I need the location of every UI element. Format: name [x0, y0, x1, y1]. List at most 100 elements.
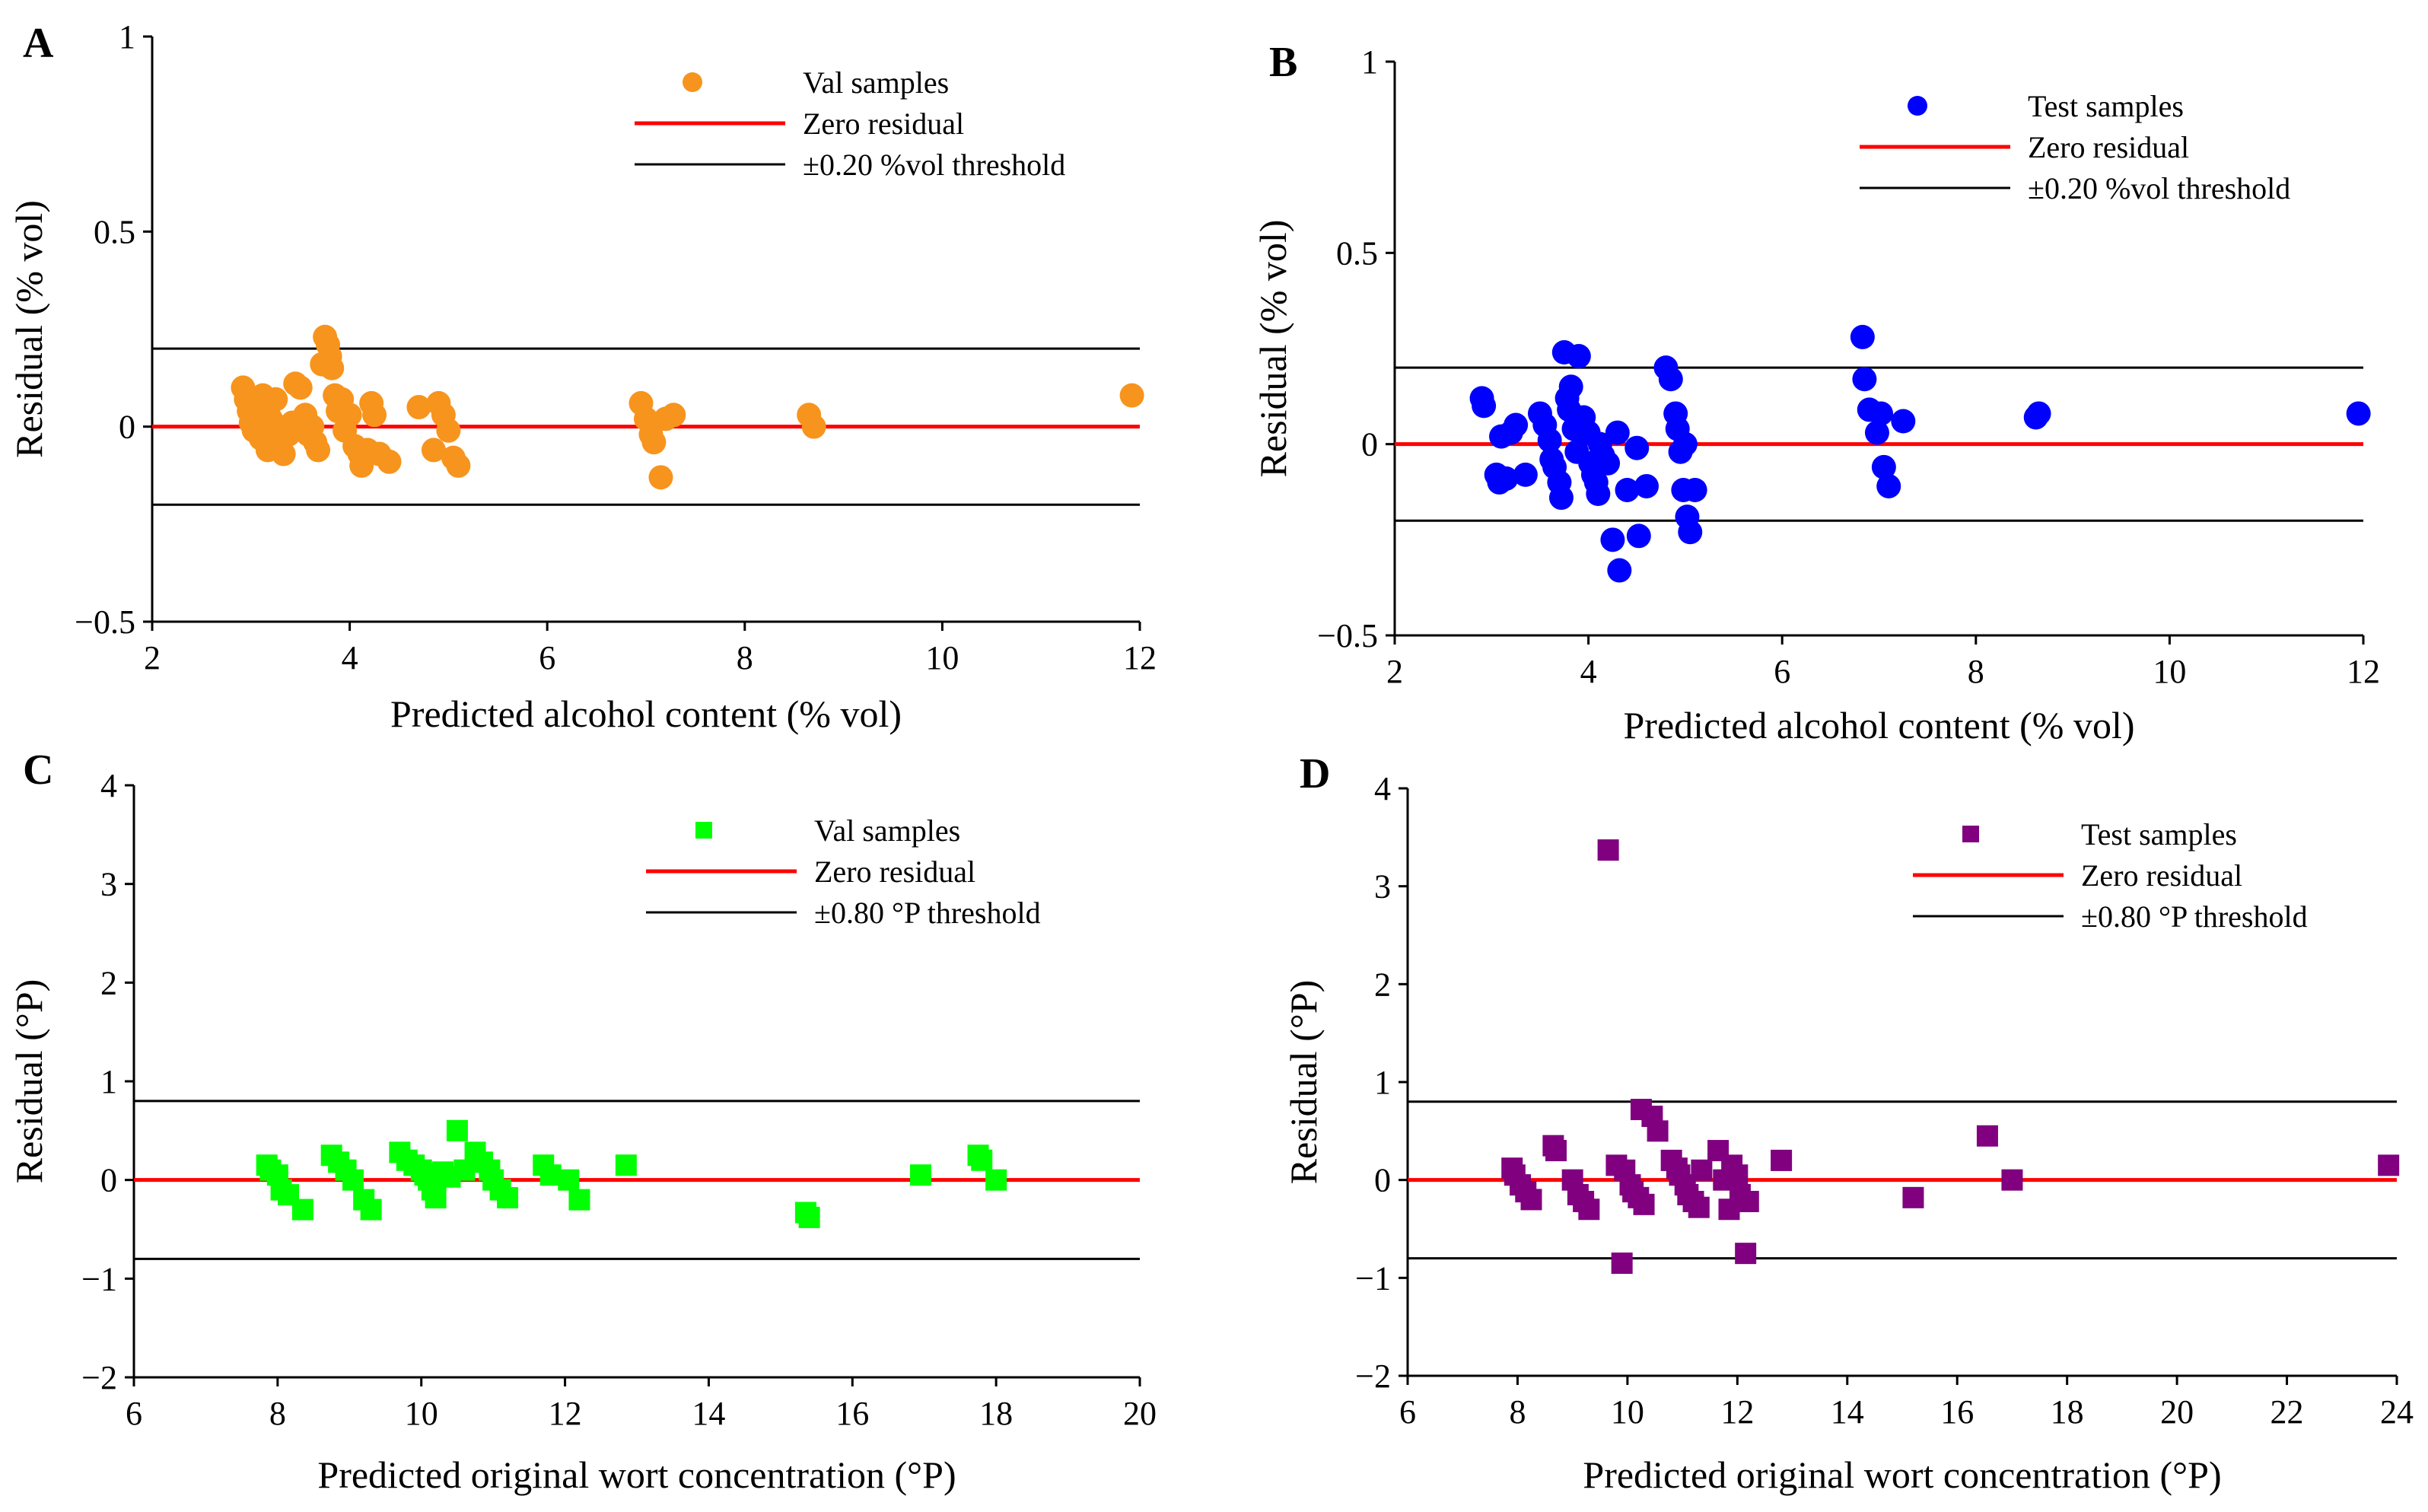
- data-point: [1634, 473, 1659, 498]
- data-point: [1737, 1190, 1759, 1212]
- data-point: [641, 430, 667, 455]
- data-point: [1513, 462, 1538, 487]
- data-point: [1633, 1193, 1655, 1215]
- legend-threshold-label: ±0.80 °P threshold: [814, 896, 1041, 930]
- x-tick-label: 8: [1509, 1393, 1526, 1431]
- data-point: [1578, 1198, 1600, 1221]
- panel-a: A 2 4 6 8 10 12 −0.5 0 0.5 1 Predicted alcohol cont…: [8, 18, 1157, 735]
- data-point: [263, 387, 288, 412]
- y-tick-label: −1: [1355, 1259, 1391, 1297]
- y-tick-label: 4: [100, 767, 117, 804]
- x-tick-label: 6: [539, 639, 555, 676]
- data-point: [1672, 431, 1698, 457]
- data-point: [1615, 477, 1640, 502]
- legend-zero-label: Zero residual: [2081, 858, 2242, 893]
- x-tick-label: 12: [1123, 639, 1157, 676]
- x-tick-label: 12: [549, 1395, 582, 1432]
- data-point: [1891, 409, 1916, 434]
- data-point: [1625, 435, 1650, 460]
- x-tick-label: 20: [2160, 1393, 2194, 1431]
- legend-series-label: Val samples: [803, 65, 949, 100]
- x-tick-label: 24: [2380, 1393, 2414, 1431]
- data-point: [1771, 1149, 1793, 1171]
- data-point: [1548, 485, 1574, 511]
- y-axis-title: Residual (°P): [1282, 980, 1325, 1185]
- data-point: [1735, 1243, 1757, 1265]
- data-point: [1864, 420, 1889, 445]
- data-point: [1869, 401, 1894, 426]
- x-tick-label: 12: [1720, 1393, 1754, 1431]
- legend-zero-label: Zero residual: [2028, 130, 2189, 164]
- data-point: [446, 1119, 468, 1141]
- legend: Test samples Zero residual ±0.20 %vol thre…: [1860, 89, 2290, 205]
- y-tick-label: −1: [81, 1260, 117, 1297]
- x-tick-label: 14: [692, 1395, 725, 1432]
- legend-marker: [1962, 826, 1979, 842]
- data-point: [1850, 324, 1875, 349]
- x-tick-label: 10: [1611, 1393, 1644, 1431]
- y-axis-title: Residual (% vol): [8, 200, 50, 458]
- data-point: [1726, 1164, 1749, 1186]
- data-point: [362, 403, 387, 428]
- data-point: [1688, 1196, 1710, 1218]
- x-tick-label: 20: [1123, 1395, 1157, 1432]
- data-point: [406, 395, 431, 420]
- data-point: [1678, 520, 1703, 545]
- data-point: [1537, 428, 1562, 453]
- data-point: [1472, 393, 1497, 419]
- y-axis-title: Residual (% vol): [1252, 220, 1294, 478]
- x-tick-label: 10: [2153, 653, 2186, 690]
- data-point: [2026, 401, 2051, 426]
- y-axis-title: Residual (°P): [8, 979, 50, 1184]
- panel-letter: D: [1300, 750, 1330, 797]
- y-tick-label: 0.5: [1336, 234, 1378, 272]
- data-point: [1658, 367, 1683, 392]
- legend-marker: [683, 72, 702, 92]
- x-tick-label: 18: [2051, 1393, 2084, 1431]
- data-point: [1902, 1186, 1924, 1208]
- x-tick-label: 14: [1831, 1393, 1864, 1431]
- data-point: [558, 1169, 580, 1191]
- data-point: [1611, 1253, 1633, 1275]
- data-point: [1871, 454, 1896, 479]
- y-tick-label: 3: [100, 866, 117, 903]
- data-point: [1545, 1140, 1567, 1162]
- y-tick-label: 0: [1361, 426, 1378, 463]
- legend-zero-label: Zero residual: [803, 107, 964, 141]
- y-tick-label: 1: [100, 1063, 117, 1100]
- x-axis-title: Predicted alcohol content (% vol): [390, 692, 902, 735]
- x-tick-label: 10: [405, 1395, 438, 1432]
- data-point: [801, 414, 826, 439]
- data-point: [1566, 344, 1591, 369]
- y-tick-label: −0.5: [75, 603, 135, 641]
- data-point: [971, 1149, 993, 1171]
- data-point: [453, 1159, 476, 1181]
- data-point: [1600, 527, 1625, 552]
- data-point: [288, 375, 313, 400]
- y-tick-label: 1: [119, 18, 135, 56]
- data-point: [568, 1189, 590, 1211]
- x-tick-label: 6: [1399, 1393, 1416, 1431]
- data-point: [425, 1187, 447, 1209]
- x-axis-title: Predicted alcohol content (% vol): [1624, 704, 2135, 746]
- data-point: [497, 1187, 519, 1209]
- x-tick-label: 22: [2270, 1393, 2304, 1431]
- data-point: [1876, 473, 1901, 498]
- x-tick-label: 16: [1940, 1393, 1974, 1431]
- data-point: [1597, 839, 1619, 861]
- legend: Val samples Zero residual ±0.80 °P thresho…: [646, 813, 1041, 930]
- data-point: [1976, 1125, 1998, 1147]
- x-tick-label: 8: [269, 1395, 286, 1432]
- data-point: [1852, 367, 1877, 392]
- panel-letter: B: [1269, 39, 1297, 86]
- legend-series-label: Test samples: [2081, 817, 2237, 851]
- x-tick-label: 10: [925, 639, 959, 676]
- y-tick-label: 2: [100, 964, 117, 1001]
- x-tick-label: 8: [1968, 653, 1984, 690]
- x-tick-label: 4: [1580, 653, 1597, 690]
- data-point: [1119, 383, 1144, 408]
- x-tick-label: 12: [2347, 653, 2380, 690]
- data-point: [985, 1169, 1007, 1191]
- x-tick-label: 16: [835, 1395, 869, 1432]
